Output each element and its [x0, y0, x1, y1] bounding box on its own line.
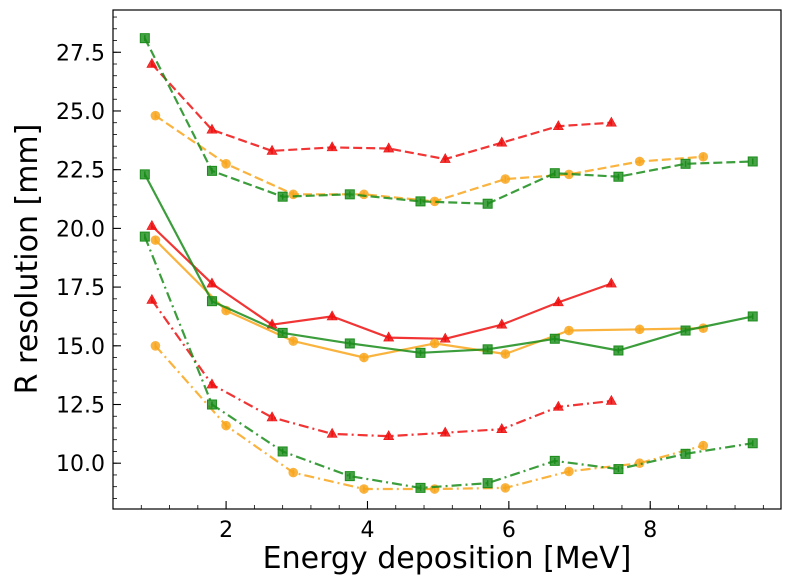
series-layer	[139, 33, 758, 494]
x-tick-label: 2	[219, 518, 233, 543]
series-orange-dashdot	[150, 340, 709, 494]
y-tick-label: 17.5	[56, 276, 105, 301]
series-green-dashdot	[139, 231, 758, 493]
series-line	[151, 63, 612, 161]
y-tick-label: 22.5	[56, 159, 105, 184]
y-tick-label: 20.0	[56, 217, 105, 242]
x-axis-ticks: 2 4 6 8	[219, 501, 657, 543]
series-line	[151, 299, 612, 438]
y-tick-label: 12.5	[56, 394, 105, 419]
series-orange-dashed	[150, 110, 709, 207]
series-green-solid	[139, 169, 758, 358]
plot-frame	[112, 9, 782, 510]
series-line	[143, 236, 753, 489]
x-tick-label: 4	[360, 518, 374, 543]
y-tick-label: 25.0	[56, 100, 105, 125]
y-tick-label: 27.5	[56, 41, 105, 66]
series-red-solid	[146, 219, 617, 343]
series-orange-solid	[150, 235, 709, 363]
series-line	[154, 114, 704, 203]
series-green-dashed	[139, 33, 758, 209]
series-red-dashed	[146, 57, 617, 163]
y-axis-label: R resolution [mm]	[10, 124, 45, 395]
series-line	[151, 225, 612, 340]
series-red-dashdot	[146, 293, 617, 441]
y-tick-label: 10.0	[56, 452, 105, 477]
x-tick-label: 6	[502, 518, 516, 543]
y-tick-label: 15.0	[56, 335, 105, 360]
x-axis-label: Energy deposition [MeV]	[263, 541, 632, 576]
minor-ticks	[112, 16, 764, 509]
series-line	[154, 239, 704, 359]
series-line	[143, 173, 753, 354]
x-tick-label: 8	[643, 518, 657, 543]
series-line	[143, 37, 753, 205]
y-axis-ticks: 10.0 12.5 15.0 17.5 20.0 22.5 25.0 27.5	[56, 41, 121, 477]
